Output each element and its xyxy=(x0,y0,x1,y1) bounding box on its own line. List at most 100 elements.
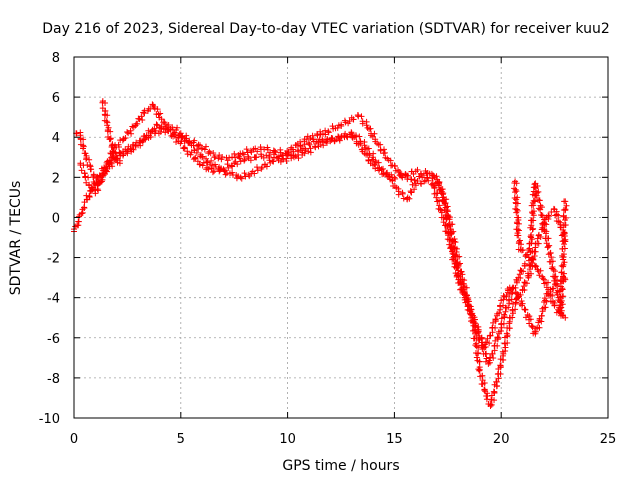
data-point-dense xyxy=(551,277,558,284)
data-point-dense xyxy=(451,263,458,270)
data-point-dense xyxy=(533,192,540,199)
data-point-dense xyxy=(528,322,535,329)
data-point-dense xyxy=(130,146,137,153)
data-point-dense xyxy=(431,190,438,197)
data-point-dense xyxy=(448,230,455,237)
data-point-dense xyxy=(560,207,567,214)
data-point-dense xyxy=(542,230,549,237)
data-point-dense xyxy=(498,321,505,328)
data-point-dense xyxy=(475,326,482,333)
data-point-dense xyxy=(536,272,543,279)
data-point-dense xyxy=(338,122,345,129)
data-point-dense xyxy=(556,288,563,295)
data-point-dense xyxy=(549,285,556,292)
data-point-dense xyxy=(87,166,94,173)
data-point-dense xyxy=(99,171,106,178)
data-point-dense xyxy=(177,140,184,147)
data-point-dense xyxy=(539,305,546,312)
data-point-dense xyxy=(521,287,528,294)
data-point-dense xyxy=(200,159,207,166)
y-tick-label: 4 xyxy=(52,131,60,146)
data-point xyxy=(517,246,524,253)
data-point-dense xyxy=(122,134,129,141)
data-point-dense xyxy=(558,307,565,314)
x-tick-label: 25 xyxy=(600,432,617,447)
data-point-dense xyxy=(263,163,270,170)
data-point-dense xyxy=(494,342,501,349)
data-point-dense xyxy=(196,161,203,168)
data-point-dense xyxy=(80,136,87,143)
data-point-dense xyxy=(560,293,567,300)
data-point-dense xyxy=(414,177,421,184)
data-point-dense xyxy=(562,236,569,243)
data-point-dense xyxy=(234,161,241,168)
data-point-dense xyxy=(509,285,516,292)
data-point-dense xyxy=(398,173,405,180)
data-point-dense xyxy=(509,307,516,314)
data-point-dense xyxy=(533,325,540,332)
data-point-dense xyxy=(530,208,537,215)
data-point-dense xyxy=(216,152,223,159)
data-point-dense xyxy=(521,260,528,267)
data-point-dense xyxy=(520,283,527,290)
data-point-dense xyxy=(467,311,474,318)
data-point-dense xyxy=(528,270,535,277)
data-point-dense xyxy=(475,344,482,351)
data-point-dense xyxy=(101,164,108,171)
data-point-dense xyxy=(548,208,555,215)
data-point-dense xyxy=(325,129,332,136)
data-point-dense xyxy=(377,141,384,148)
data-point-dense xyxy=(508,286,515,293)
data-point-dense xyxy=(229,169,236,176)
data-point-dense xyxy=(559,245,566,252)
data-point-dense xyxy=(463,284,470,291)
data-point-dense xyxy=(134,120,141,127)
data-point-dense xyxy=(494,334,501,341)
data-point-dense xyxy=(364,124,371,131)
data-point-dense xyxy=(458,286,465,293)
y-tick-label: -6 xyxy=(47,332,60,347)
data-point-dense xyxy=(475,330,482,337)
data-point-dense xyxy=(158,123,165,130)
data-point-dense xyxy=(561,230,568,237)
data-point-dense xyxy=(561,222,568,229)
data-point-dense xyxy=(83,179,90,186)
data-point-dense xyxy=(139,116,146,123)
data-point-dense xyxy=(372,158,379,165)
data-point-dense xyxy=(266,157,273,164)
data-point xyxy=(237,174,244,181)
data-point-dense xyxy=(81,204,88,211)
y-tick-label: -2 xyxy=(47,252,60,267)
data-point-dense xyxy=(486,340,493,347)
data-point-dense xyxy=(529,256,536,263)
data-point-dense xyxy=(306,141,313,148)
data-point-dense xyxy=(297,138,304,145)
data-point xyxy=(312,144,319,151)
data-point xyxy=(476,366,483,373)
data-point xyxy=(113,156,120,163)
data-point-dense xyxy=(447,236,454,243)
data-point-dense xyxy=(106,136,113,143)
data-point-dense xyxy=(513,209,520,216)
data-point-dense xyxy=(165,122,172,129)
data-point-dense xyxy=(533,263,540,270)
data-point xyxy=(231,160,238,167)
data-point-dense xyxy=(455,270,462,277)
data-point-dense xyxy=(433,194,440,201)
data-point-dense xyxy=(543,298,550,305)
data-point xyxy=(361,142,368,149)
data-point-dense xyxy=(557,302,564,309)
data-point-dense xyxy=(436,178,443,185)
data-point-dense xyxy=(150,104,157,111)
data-point-dense xyxy=(430,172,437,179)
data-point xyxy=(346,118,353,125)
data-point-dense xyxy=(199,153,206,160)
data-point-dense xyxy=(328,134,335,141)
data-point xyxy=(562,198,569,205)
data-point-dense xyxy=(425,177,432,184)
data-point-dense xyxy=(525,254,532,261)
data-point-dense xyxy=(493,378,500,385)
data-point-dense xyxy=(322,127,329,134)
data-point-dense xyxy=(434,190,441,197)
